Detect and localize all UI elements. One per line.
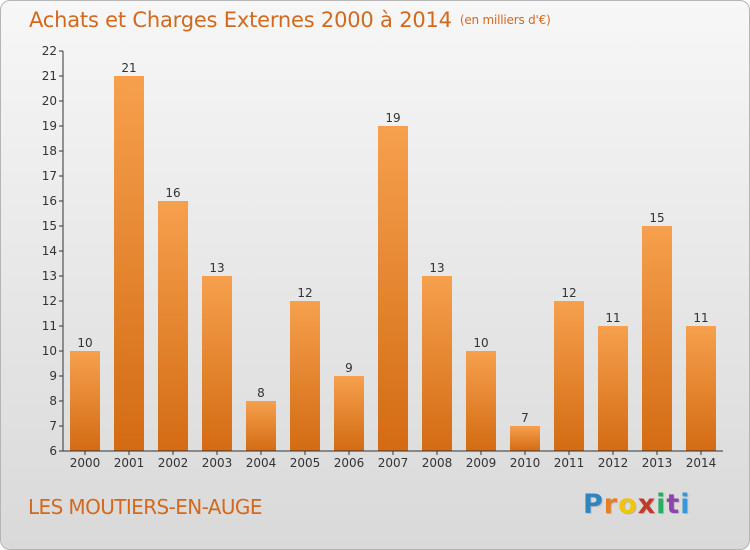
x-tick-label: 2012 [598, 456, 629, 470]
y-tick-label: 8 [49, 394, 57, 408]
y-tick-label: 13 [42, 269, 57, 283]
x-tick-label: 2009 [466, 456, 497, 470]
bar-value-label: 12 [297, 286, 312, 300]
bar-value-label: 21 [121, 61, 136, 75]
x-tick-label: 2004 [246, 456, 277, 470]
y-tick-label: 19 [42, 119, 57, 133]
bar-value-label: 9 [345, 361, 353, 375]
x-tick-label: 2010 [510, 456, 541, 470]
y-tick-label: 21 [42, 69, 57, 83]
bar-value-label: 11 [693, 311, 708, 325]
bar-value-label: 12 [561, 286, 576, 300]
bar-2006 [334, 376, 364, 451]
chart-title-text: Achats et Charges Externes 2000 à 2014 [29, 8, 452, 32]
x-tick-label: 2000 [70, 456, 101, 470]
y-tick-label: 6 [49, 444, 57, 458]
x-axis: 2000 2001 2002 2003 2004 2005 2006 2007 2008 2009… [63, 450, 723, 470]
chart-unit: (en milliers d'€) [459, 13, 551, 27]
bar-value-label: 7 [521, 411, 529, 425]
y-tick-label: 10 [42, 344, 57, 358]
bar-2013 [642, 226, 672, 451]
y-tick-label: 15 [42, 219, 57, 233]
bar-2000 [70, 351, 100, 451]
bar-value-label: 15 [649, 211, 664, 225]
x-tick-label: 2011 [554, 456, 585, 470]
x-tick-label: 2003 [202, 456, 233, 470]
bar-value-label: 19 [385, 111, 400, 125]
y-tick-label: 22 [42, 44, 57, 58]
bars: 10 21 16 13 8 12 9 19 13 10 7 12 11 15 11 [70, 61, 716, 451]
bar-2007 [378, 126, 408, 451]
y-tick-label: 12 [42, 294, 57, 308]
x-tick-label: 2008 [422, 456, 453, 470]
bar-value-label: 8 [257, 386, 265, 400]
logo-letter: x [637, 489, 657, 520]
bar-2010 [510, 426, 540, 451]
bar-2012 [598, 326, 628, 451]
x-tick-label: 2007 [378, 456, 409, 470]
bar-value-label: 10 [473, 336, 488, 350]
y-tick-label: 16 [42, 194, 57, 208]
y-tick-label: 7 [49, 419, 57, 433]
bar-2002 [158, 201, 188, 451]
bar-value-label: 16 [165, 186, 180, 200]
y-tick-label: 14 [42, 244, 57, 258]
bar-2014 [686, 326, 716, 451]
bar-2001 [114, 76, 144, 451]
commune-name: LES MOUTIERS-EN-AUGE [28, 495, 262, 519]
x-tick-label: 2014 [686, 456, 717, 470]
y-tick-label: 17 [42, 169, 57, 183]
logo-letter: i [680, 489, 691, 520]
chart-title: Achats et Charges Externes 2000 à 2014 (e… [29, 8, 551, 32]
x-tick-label: 2001 [114, 456, 145, 470]
y-axis: 6 7 8 9 10 11 12 13 14 15 16 17 18 19 20 21 22 [42, 44, 64, 458]
bar-value-label: 10 [77, 336, 92, 350]
y-tick-label: 11 [42, 319, 57, 333]
logo-letter: P [583, 489, 604, 520]
y-tick-label: 20 [42, 94, 57, 108]
x-tick-label: 2006 [334, 456, 365, 470]
logo-letter: i [656, 489, 667, 520]
bar-2003 [202, 276, 232, 451]
bar-2005 [290, 301, 320, 451]
logo-letter: o [618, 489, 638, 520]
bar-2009 [466, 351, 496, 451]
x-tick-label: 2005 [290, 456, 321, 470]
logo-letter: r [603, 489, 619, 520]
bar-2004 [246, 401, 276, 451]
x-tick-label: 2013 [642, 456, 673, 470]
bar-2011 [554, 301, 584, 451]
y-tick-label: 9 [49, 369, 57, 383]
bar-2008 [422, 276, 452, 451]
y-tick-label: 18 [42, 144, 57, 158]
bar-value-label: 11 [605, 311, 620, 325]
logo-letter: t [666, 489, 681, 520]
bar-value-label: 13 [209, 261, 224, 275]
bar-value-label: 13 [429, 261, 444, 275]
x-tick-label: 2002 [158, 456, 189, 470]
proxiti-logo[interactable]: Proxiti [583, 489, 691, 520]
